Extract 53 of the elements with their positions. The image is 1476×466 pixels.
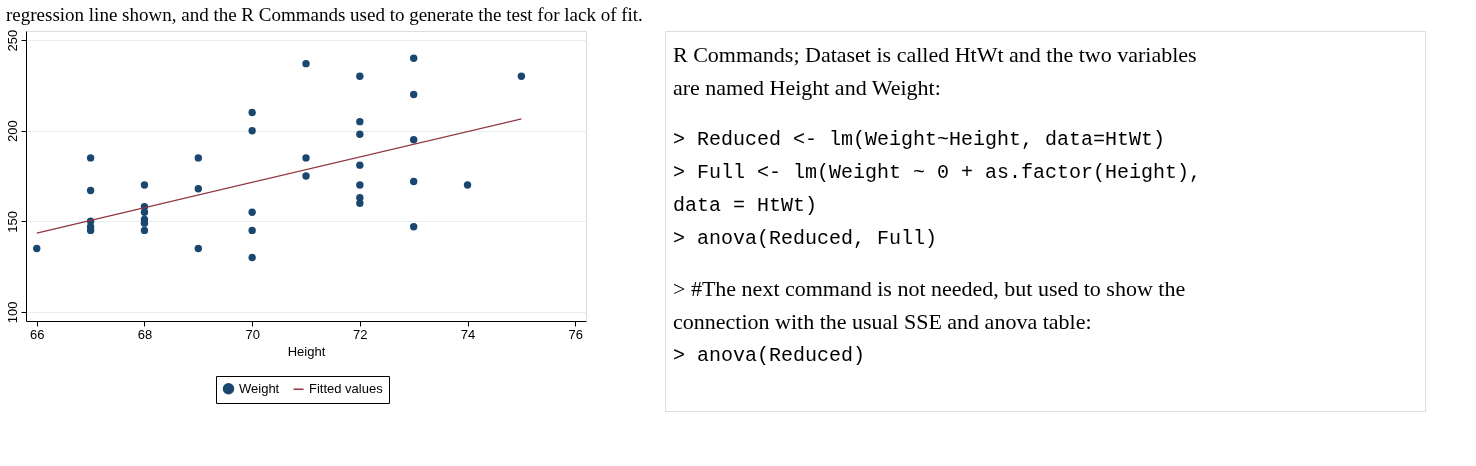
legend-label: Weight [239,380,280,396]
text: data = HtWt) [673,194,818,217]
point [194,244,203,253]
text: > Full <- lm(Weight ~ 0 + as.factor(Height), [673,161,1202,184]
point [409,136,418,144]
point [356,161,364,169]
point [356,72,364,81]
point [409,54,418,62]
text: connection with the usual SSE and anova table: [673,309,1092,334]
point [409,223,418,231]
point [194,154,203,162]
point [140,181,149,189]
point [409,90,418,99]
point [86,154,95,162]
y-tick-label: 150 [4,210,20,233]
text: R Commands; Dataset is called HtWt and the two variables [673,42,1197,67]
point [248,208,256,216]
text: > anova(Reduced, Full) [673,227,938,250]
y-tick-label: 100 [4,301,20,324]
point [248,226,256,235]
text: > #The next command is not needed, but used to show the [673,276,1186,301]
point [248,108,256,117]
x-tick-label: 76 [568,326,583,342]
y-tick-label: 200 [4,120,20,143]
x-axis-title: Height [287,343,326,359]
point [302,154,310,162]
point [140,208,149,216]
point [302,172,310,180]
point [248,126,256,135]
point [517,72,526,81]
point [302,59,310,68]
chart-title: regression line shown, and the R Commands used to generate the test for lack of fit. [6,4,643,26]
point [356,117,364,126]
text: are named Height and Weight: [673,75,941,100]
x-tick-label: 70 [245,326,260,342]
point [356,130,364,139]
x-tick-label: 74 [460,326,476,342]
point [463,181,472,189]
point [33,244,41,253]
x-tick-label: 72 [353,326,368,342]
point [140,226,149,235]
x-tick-label: 68 [137,326,153,342]
x-tick-label: 66 [30,326,45,342]
y-tick-label: 250 [4,29,20,52]
text: > anova(Reduced) [673,344,866,367]
legend-label: Fitted values [309,381,384,397]
text: > Reduced <- lm(Weight~Height, data=HtWt) [673,128,1166,151]
point [248,253,256,262]
point [86,186,95,195]
point [356,181,364,189]
point [194,184,203,193]
point [409,177,418,186]
point [356,199,364,207]
